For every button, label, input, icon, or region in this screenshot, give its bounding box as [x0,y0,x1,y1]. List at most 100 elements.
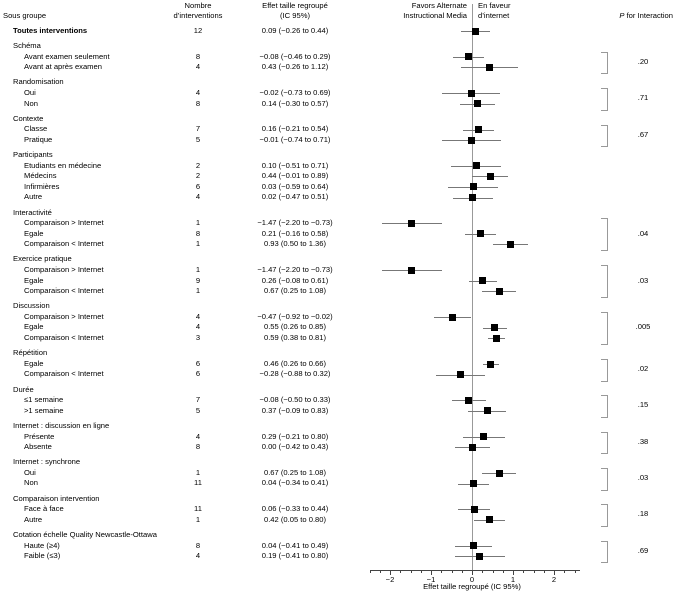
p-interaction-value: .03 [637,275,649,285]
row-label: Absente [24,442,52,452]
row-ci-text: 0.09 (−0.26 to 0.44) [261,25,329,35]
axis-minor-tick [410,570,412,573]
p-interaction-bracket [601,359,608,382]
axis-minor-tick [369,570,371,573]
axis-major-tick [431,570,432,575]
row-ci-text: 0.02 (−0.47 to 0.51) [261,192,329,202]
row-ci-text: 0.29 (−0.21 to 0.80) [261,431,329,441]
row-label: Egale [24,322,44,332]
row-ci-text: −0.47 (−0.92 to −0.02) [257,311,333,321]
row-n-value: 8 [195,540,201,550]
row-n-value: 5 [195,405,201,415]
axis-tick-label: 2 [551,575,557,584]
row-label: Face à face [24,504,64,514]
p-interaction-bracket [601,51,608,75]
row-n-value: 11 [194,478,202,488]
p-interaction-value: .04 [637,228,649,238]
row-n-value: 8 [195,228,201,238]
x-axis-line [370,570,580,571]
p-interaction-bracket [601,265,608,299]
axis-minor-tick [523,570,525,573]
row-n-value: 1 [195,467,201,477]
row-label: Médecins [24,171,57,181]
row-n-value: 6 [195,181,201,191]
group-header-label: Répétition [13,348,48,358]
row-ci-text: −0.08 (−0.50 to 0.33) [259,395,331,405]
p-rest: for Interaction [624,11,673,20]
row-ci-text: 0.37 (−0.09 to 0.83) [261,405,329,415]
row-label: Oui [24,467,36,477]
axis-major-tick [554,570,555,575]
row-n-value: 1 [195,514,201,524]
column-header-interventions-line2: d’interventions [173,10,223,20]
row-ci-text: −0.02 (−0.73 to 0.69) [259,87,331,97]
axis-minor-tick [502,570,504,573]
p-interaction-bracket [601,312,608,346]
row-n-value: 3 [195,333,201,342]
group-header-label: Internet : discussion en ligne [13,420,110,430]
row-label: Comparaison > Internet [24,265,104,274]
row-ci-text: 0.21 (−0.16 to 0.58) [261,228,329,238]
row-ci-text: −0.01 (−0.74 to 0.71) [259,134,331,144]
column-header-effect-size: Effet taille regroupé (IC 95%) [233,1,357,20]
row-ci-text: −0.28 (−0.88 to 0.32) [259,369,331,379]
favors-left-label: Favors Alternate Instructional Media [330,1,467,20]
p-interaction-bracket [601,540,608,564]
favors-right-line1: En faveur [478,1,511,10]
row-n-value: 12 [193,25,203,35]
row-ci-text: 0.19 (−0.41 to 0.80) [261,551,329,561]
effect-marker [470,542,478,550]
axis-major-tick [472,570,473,575]
axis-minor-tick [461,570,463,573]
favors-right-line2: d’internet [478,10,510,20]
row-label: Comparaison < Internet [24,286,104,296]
row-n-value: 1 [195,286,201,296]
row-n-value: 4 [195,322,201,332]
effect-marker [476,552,484,560]
effect-marker [483,407,491,415]
row-n-value: 8 [195,98,201,108]
effect-marker [480,433,488,441]
effect-marker [408,266,416,274]
axis-tick-label: 1 [510,575,516,584]
effect-marker [470,505,478,513]
row-ci-text: 0.43 (−0.26 to 1.12) [261,62,329,72]
effect-marker [470,480,478,488]
axis-minor-tick [564,570,566,573]
column-header-subgroup: Sous groupe [3,11,47,20]
row-n-value: 7 [195,395,201,405]
row-ci-text: 0.46 (0.26 to 0.66) [263,358,327,368]
axis-tick-label: −1 [426,575,436,584]
effect-marker [475,126,483,133]
p-interaction-value: .67 [637,129,649,139]
p-interaction-bracket [601,468,608,491]
group-header-label: Randomisation [13,77,64,87]
effect-marker [485,516,493,524]
row-ci-text: 0.67 (0.25 to 1.08) [263,286,327,296]
favors-left-line1: Favors Alternate [411,1,467,10]
row-label: Etudiants en médecine [24,160,102,170]
axis-minor-tick [533,570,535,573]
row-ci-text: 0.59 (0.38 to 0.81) [263,333,327,342]
row-label: >1 semaine [24,405,64,415]
column-header-interventions: Nombre d’interventions [148,1,248,20]
row-n-value: 1 [195,218,201,228]
axis-minor-tick [379,570,381,573]
row-label: Avant examen seulement [24,51,110,61]
p-interaction-value: .69 [637,545,649,555]
row-ci-text: 0.04 (−0.41 to 0.49) [261,540,329,550]
row-n-value: 4 [195,551,201,561]
row-label: Comparaison > Internet [24,311,104,321]
axis-minor-tick [492,570,494,573]
row-ci-text: 0.10 (−0.51 to 0.71) [261,160,329,170]
p-interaction-bracket [601,395,608,418]
axis-tick-label: −2 [385,575,395,584]
group-header-label: Contexte [13,113,44,123]
p-interaction-value: .03 [637,473,649,483]
axis-minor-tick [400,570,402,573]
effect-marker [487,360,495,368]
row-label: Autre [24,192,43,202]
row-ci-text: −1.47 (−2.20 to −0.73) [257,265,333,274]
column-header-interventions-line1: Nombre [184,1,212,10]
effect-marker [495,287,503,295]
